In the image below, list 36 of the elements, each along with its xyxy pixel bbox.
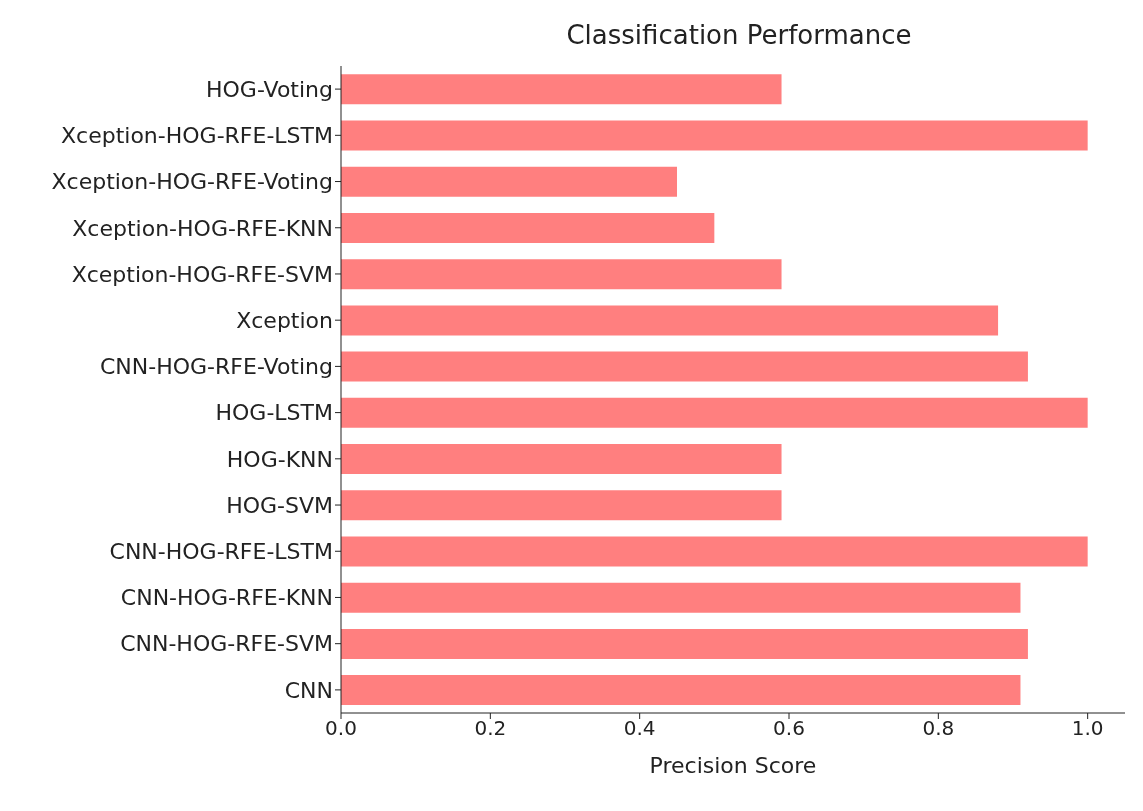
bar xyxy=(341,536,1088,567)
bar xyxy=(341,490,782,521)
y-tick-label: CNN-HOG-RFE-SVM xyxy=(120,631,333,657)
y-tick-label: Xception-HOG-RFE-Voting xyxy=(51,169,333,195)
y-tick-label: Xception xyxy=(236,307,333,333)
y-tick-label: HOG-KNN xyxy=(226,446,333,472)
bar xyxy=(341,675,1021,706)
bar xyxy=(341,582,1021,613)
y-tick-label: HOG-LSTM xyxy=(215,400,333,426)
x-tick-label: 1.0 xyxy=(1071,716,1104,741)
x-tick-label: 0.2 xyxy=(474,716,507,741)
y-tick-label: CNN-HOG-RFE-LSTM xyxy=(109,539,333,565)
x-tick-label: 0.4 xyxy=(623,716,656,741)
bar xyxy=(341,259,782,290)
bar xyxy=(341,351,1028,382)
x-tick-label: 0.0 xyxy=(325,716,357,741)
x-axis-title: Precision Score xyxy=(649,753,817,778)
x-tick-label: 0.6 xyxy=(773,716,805,741)
bar xyxy=(341,305,999,336)
y-tick-label: CNN-HOG-RFE-KNN xyxy=(120,585,333,611)
y-tick-label: CNN xyxy=(284,677,333,703)
bar xyxy=(341,212,715,243)
y-tick-label: Xception-HOG-RFE-LSTM xyxy=(60,123,333,149)
chart-title: Classification Performance xyxy=(565,20,913,50)
bar xyxy=(341,74,782,105)
y-tick-label: Xception-HOG-RFE-KNN xyxy=(72,215,333,241)
y-tick-label: HOG-SVM xyxy=(226,492,333,518)
y-tick-label: Xception-HOG-RFE-SVM xyxy=(71,261,333,287)
y-tick-label: CNN-HOG-RFE-Voting xyxy=(100,354,333,380)
bar xyxy=(341,120,1088,151)
y-tick-label: HOG-Voting xyxy=(205,76,333,102)
x-tick-label: 0.8 xyxy=(922,716,955,741)
bar xyxy=(341,397,1088,428)
bar xyxy=(341,628,1028,659)
bar xyxy=(341,166,677,197)
bar xyxy=(341,444,782,475)
